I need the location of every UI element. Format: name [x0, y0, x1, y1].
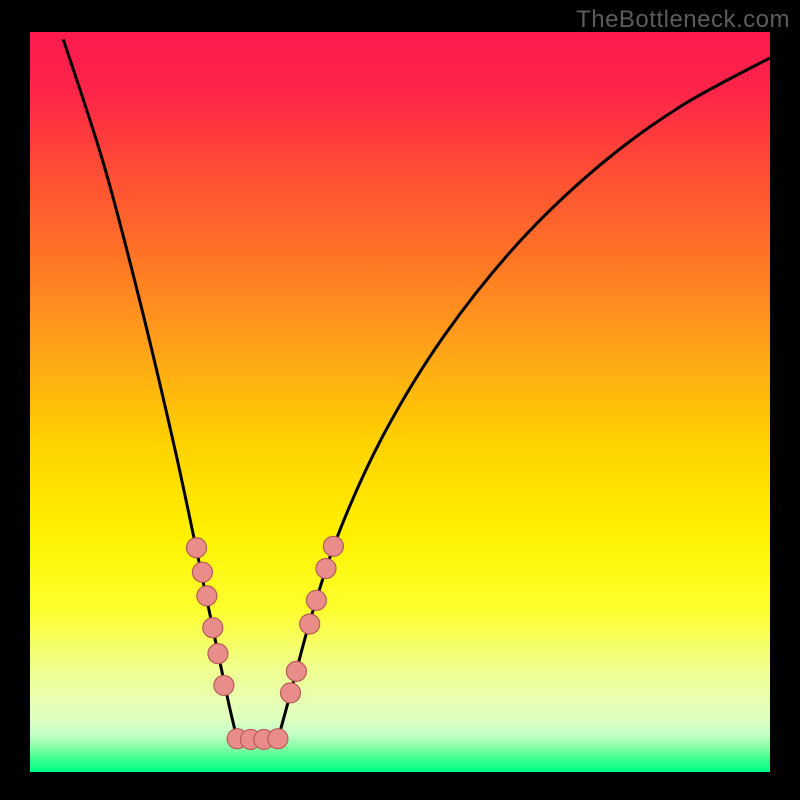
- marker-left: [203, 618, 223, 638]
- marker-left: [214, 675, 234, 695]
- marker-right: [323, 536, 343, 556]
- bottleneck-chart: [0, 0, 800, 800]
- watermark-text: TheBottleneck.com: [576, 6, 790, 34]
- marker-right: [306, 590, 326, 610]
- marker-left: [192, 562, 212, 582]
- marker-right: [280, 683, 300, 703]
- marker-left: [197, 586, 217, 606]
- marker-right: [286, 661, 306, 681]
- marker-right: [268, 729, 288, 749]
- marker-left: [208, 644, 228, 664]
- chart-background: [30, 32, 770, 772]
- marker-left: [187, 538, 207, 558]
- marker-right: [316, 559, 336, 579]
- marker-right: [300, 614, 320, 634]
- chart-root: TheBottleneck.com: [0, 0, 800, 800]
